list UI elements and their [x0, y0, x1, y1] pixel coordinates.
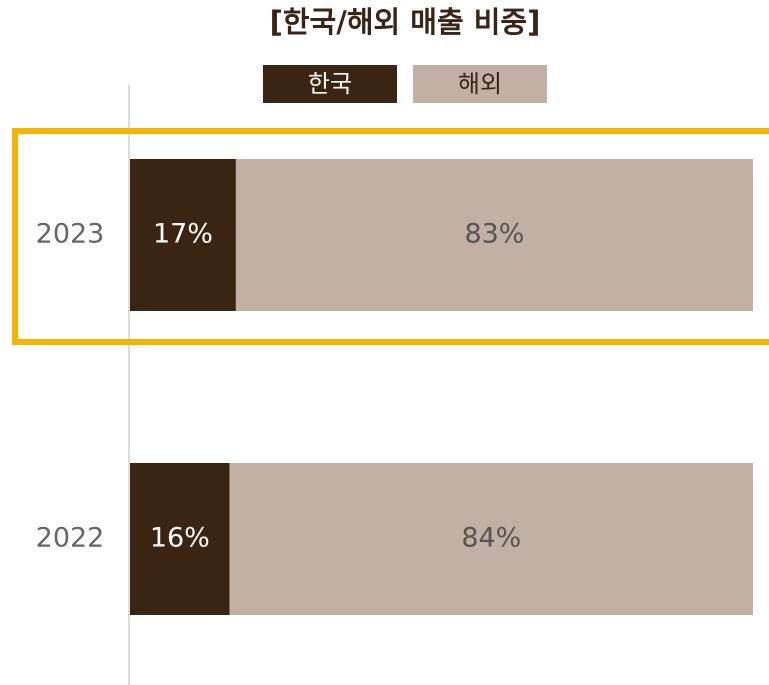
highlight-box: [12, 128, 769, 345]
legend-label: 해외: [458, 70, 502, 98]
value-label: 84%: [461, 523, 521, 554]
value-label: 16%: [150, 523, 210, 554]
chart-title: [한국/해외 매출 비중]: [270, 5, 541, 39]
bar-segment: [235, 159, 753, 311]
bar-segment: [130, 463, 230, 615]
y-tick-label: 2023: [36, 219, 105, 250]
value-label: 17%: [153, 219, 213, 250]
legend-swatch: [413, 65, 547, 103]
value-label: 83%: [464, 219, 524, 250]
bar-segment: [229, 463, 753, 615]
y-tick-label: 2022: [36, 523, 105, 554]
legend-swatch: [263, 65, 397, 103]
legend-label: 한국: [308, 70, 352, 98]
bar-segment: [130, 159, 236, 311]
